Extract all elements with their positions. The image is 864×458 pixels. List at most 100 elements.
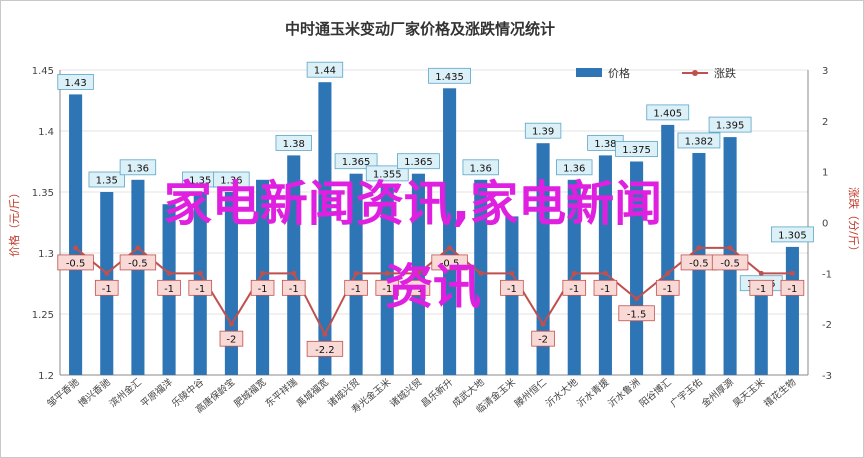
category-label: 肥城福宽 (232, 376, 269, 410)
price-data-label: 1.44 (314, 66, 336, 77)
watermark-line-2: 资讯 (385, 259, 481, 315)
change-point (571, 270, 577, 276)
category-label: 沂水鲁洲 (606, 376, 643, 410)
chart-title: 中时通玉米变动厂家价格及涨跌情况统计 (285, 20, 555, 38)
change-point (228, 321, 234, 327)
change-data-label: -1 (102, 284, 112, 295)
price-data-label: 1.43 (64, 78, 86, 89)
change-point (478, 270, 484, 276)
price-bar (474, 179, 488, 375)
left-tick-label: 1.35 (32, 188, 54, 199)
change-point (602, 270, 608, 276)
change-data-label: -0.5 (128, 258, 148, 269)
change-label-box (618, 305, 655, 322)
price-label-box (556, 159, 593, 176)
change-label-box (157, 279, 181, 296)
price-label-box (462, 159, 499, 176)
left-tick-label: 1.45 (32, 66, 54, 77)
category-label: 滨州金汇 (107, 376, 144, 410)
left-tick-label: 1.2 (38, 371, 54, 382)
change-label-box (250, 279, 275, 296)
price-data-label: 1.405 (653, 108, 682, 119)
right-tick-label: 1 (822, 168, 828, 179)
price-bar (567, 179, 581, 375)
price-label-box (275, 134, 312, 151)
price-label-box (615, 141, 658, 157)
right-tick-label: 0 (822, 219, 828, 230)
change-data-label: -1 (382, 284, 392, 295)
change-data-label: -0.5 (689, 258, 709, 269)
change-data-label: -1 (663, 284, 673, 295)
change-point (197, 270, 203, 276)
price-data-label: 1.435 (435, 72, 464, 83)
change-data-label: -0.5 (66, 258, 86, 269)
change-point (540, 321, 546, 327)
price-label-box (365, 165, 409, 182)
category-label: 广宇玉佑 (668, 376, 705, 410)
change-data-label: -1.5 (627, 309, 647, 320)
price-bar (443, 88, 457, 376)
change-point (104, 270, 110, 276)
y-axis-label-left: 价格（元/斤） (7, 187, 21, 257)
change-data-label: -1 (289, 284, 299, 295)
price-label-box (57, 74, 94, 90)
change-point (73, 245, 79, 251)
change-point (322, 331, 328, 337)
price-bar (287, 155, 301, 375)
change-data-label: -1 (164, 284, 174, 295)
price-data-label: 1.36 (127, 163, 149, 174)
category-label: 诸城兴贸 (388, 376, 425, 410)
price-data-label: 1.39 (532, 127, 554, 138)
change-data-label: -2 (538, 335, 548, 346)
right-tick-label: 3 (822, 66, 828, 77)
category-label: 金州厚源 (699, 376, 736, 410)
change-label-box (593, 279, 618, 296)
category-label: 滕州恒仁 (512, 376, 549, 410)
change-label-box (780, 279, 805, 296)
change-label-box (711, 254, 749, 271)
change-label-box (562, 279, 587, 296)
price-bar (318, 82, 332, 375)
price-data-label: 1.365 (342, 157, 371, 168)
legend-price-swatch (576, 68, 602, 77)
price-label-box (213, 171, 250, 188)
price-data-label: 1.305 (778, 230, 807, 241)
category-label: 昊天玉米 (730, 376, 767, 410)
left-tick-label: 1.4 (38, 127, 54, 138)
change-point (727, 245, 733, 251)
change-label-box (281, 279, 306, 296)
price-data-label: 1.38 (283, 139, 305, 150)
change-point (758, 270, 764, 276)
price-label-box (771, 226, 814, 243)
change-label-box (431, 254, 468, 271)
change-data-label: -1 (413, 284, 423, 295)
change-label-box (344, 279, 368, 296)
right-tick-label: -2 (822, 320, 832, 331)
change-point (509, 270, 515, 276)
price-bar (630, 161, 644, 375)
category-label: 平原福洋 (138, 376, 175, 410)
price-bar (131, 179, 145, 375)
category-label: 昌乐新升 (419, 376, 456, 410)
change-point (384, 270, 390, 276)
legend-price-label: 价格 (608, 66, 630, 80)
change-label-box (57, 254, 94, 271)
price-bar (256, 179, 270, 375)
legend-change-label: 涨跌 (714, 66, 736, 80)
change-point (789, 270, 795, 276)
price-bar (598, 155, 612, 375)
right-tick-label: -1 (822, 269, 832, 280)
category-label: 禹城福宽 (294, 376, 331, 410)
change-data-label: -0.5 (440, 258, 460, 269)
price-data-label: 1.355 (373, 169, 402, 180)
change-data-label: -2.2 (315, 345, 335, 356)
price-label-box (306, 61, 344, 78)
price-data-label: 1.382 (685, 136, 714, 147)
price-data-label: 1.36 (563, 163, 585, 174)
price-bar (224, 192, 238, 375)
price-data-label: 1.36 (470, 163, 492, 174)
change-point (696, 245, 702, 251)
right-tick-label: -3 (822, 371, 832, 382)
left-tick-label: 1.25 (32, 310, 54, 321)
